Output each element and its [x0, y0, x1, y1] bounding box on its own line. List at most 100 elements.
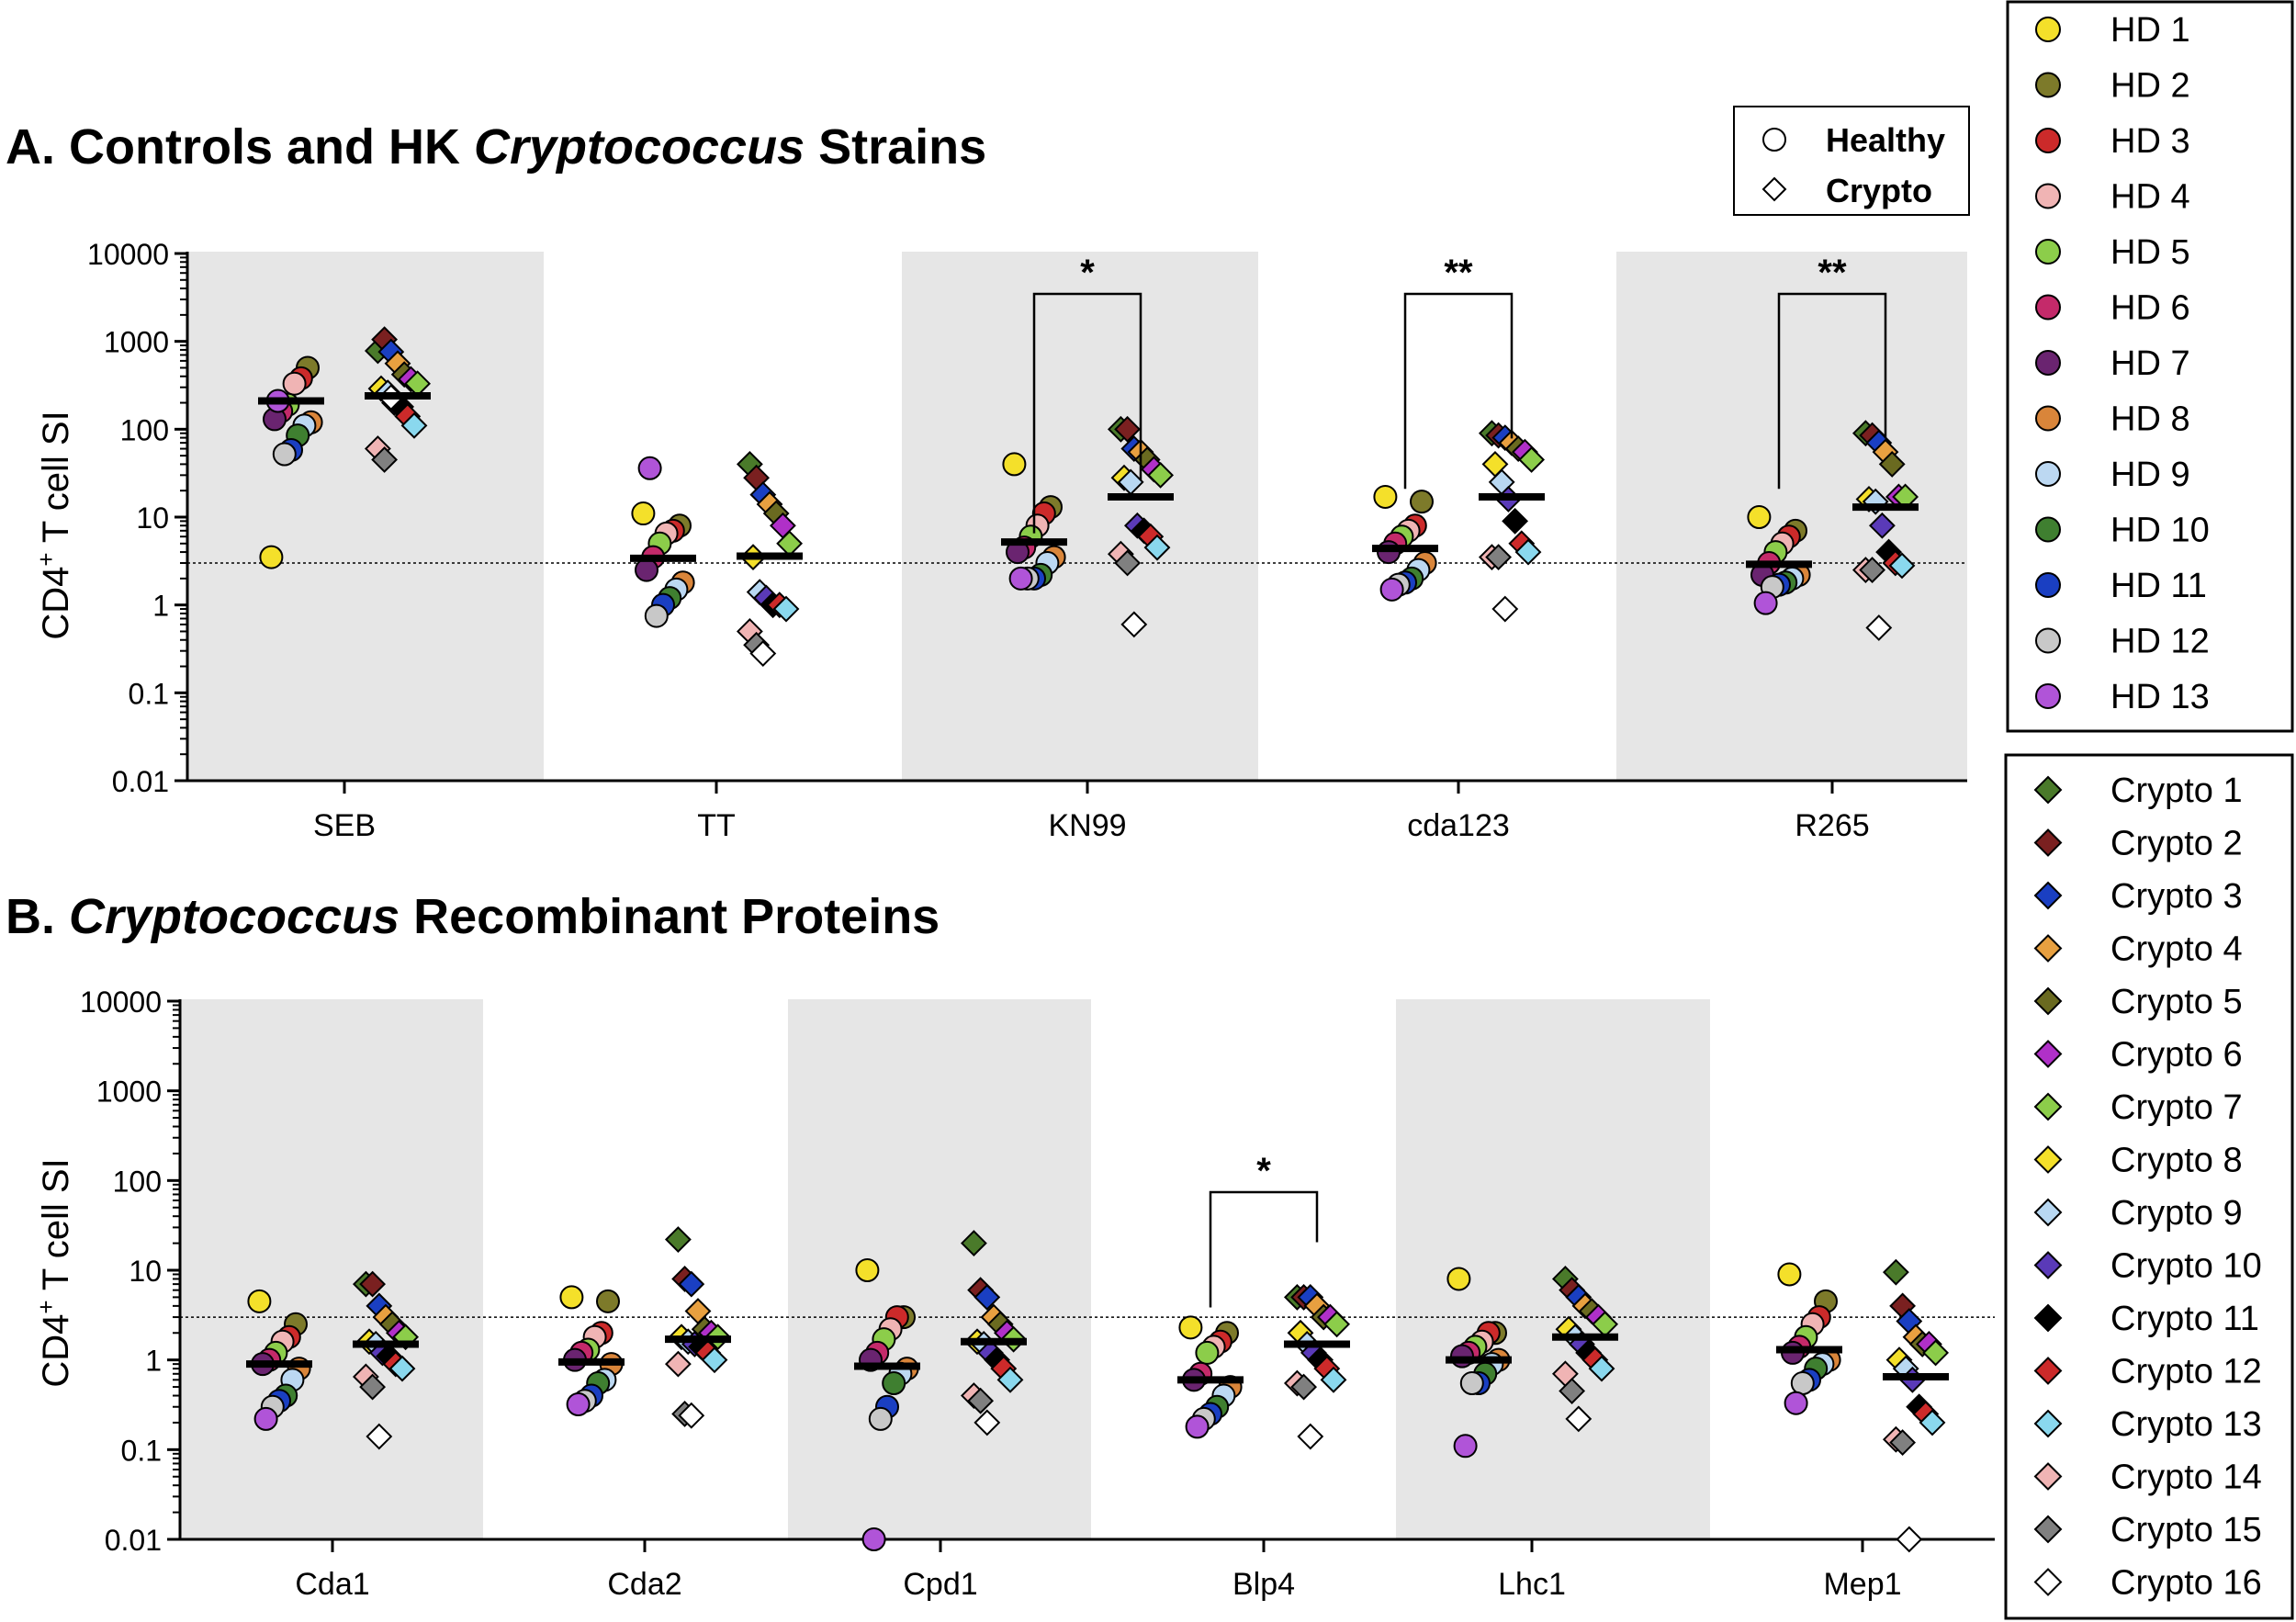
legend-hd-icon: [2035, 572, 2061, 598]
healthy-point: [1747, 505, 1772, 529]
healthy-point: [1459, 1371, 1484, 1396]
x-tick-label: R265: [1795, 808, 1869, 843]
legend-crypto-icon: [2033, 1198, 2063, 1227]
legend-crypto-icon: [2033, 881, 2063, 910]
legend-crypto-icon: [2033, 828, 2063, 857]
crypto-point: [996, 1366, 1024, 1393]
crypto-point: [1896, 1526, 1923, 1553]
legend-hd-icon: [2035, 183, 2061, 209]
legend-hd-label: HD 13: [2110, 678, 2210, 716]
healthy-point: [596, 1289, 620, 1313]
y-tick-label: 1: [145, 1345, 162, 1378]
crypto-point: [664, 1226, 692, 1253]
legend-hd-icon: [2035, 239, 2061, 265]
legend-crypto-label: Crypto 14: [2110, 1459, 2262, 1497]
crypto-point: [1114, 415, 1142, 443]
crypto-point: [678, 1402, 705, 1429]
healthy-point: [855, 1258, 880, 1282]
legend-crypto-icon: [2033, 1251, 2063, 1279]
healthy-donor-legend: HD 1 HD 2 HD 3 HD 4 HD 5 HD 6 HD 7 HD 8 HD 9 HD 1…: [2006, 0, 2294, 733]
legend-crypto-label: Crypto 6: [2110, 1036, 2243, 1075]
legend-crypto-label: Crypto 8: [2110, 1142, 2243, 1180]
healthy-point: [1002, 452, 1027, 477]
x-tick-label: Cda2: [607, 1567, 681, 1602]
crypto-point: [974, 1409, 1001, 1436]
healthy-point: [1453, 1434, 1478, 1459]
healthy-point: [247, 1289, 272, 1313]
shaded-band: [902, 252, 1258, 781]
healthy-point: [282, 371, 307, 396]
shaded-band: [788, 999, 1091, 1539]
panel-b-plot: 0.01 0.1 1 10 100 1000 10000 Cda1 Cda2 Cpd1 Blp4 Lh…: [80, 986, 1995, 1602]
legend-crypto-label: Crypto 11: [2110, 1300, 2259, 1338]
panel-b-y-axis-label: CD4+ T cell SI: [32, 1158, 76, 1387]
crypto-point: [1485, 544, 1513, 571]
legend-hd-icon: [2035, 72, 2061, 98]
legend-crypto-label: Crypto 4: [2110, 930, 2243, 969]
x-tick-label: Blp4: [1232, 1567, 1295, 1602]
crypto-point: [359, 1373, 387, 1401]
healthy-point: [635, 558, 658, 582]
y-tick-label: 100: [113, 1165, 162, 1198]
healthy-point: [1178, 1315, 1203, 1340]
healthy-point: [559, 1285, 584, 1310]
healthy-point: [644, 603, 669, 628]
crypto-point: [400, 411, 428, 439]
legend-hd-label: HD 12: [2110, 623, 2210, 661]
x-tick-label: Lhc1: [1498, 1567, 1566, 1602]
crypto-point: [1565, 1405, 1593, 1433]
crypto-point: [1143, 534, 1171, 561]
significance-bracket: [1777, 292, 1887, 490]
crypto-point: [1297, 1423, 1324, 1450]
legend-hd-label: HD 9: [2110, 456, 2190, 494]
crypto-label: Crypto: [1826, 172, 1932, 209]
crypto-point: [1323, 1311, 1351, 1338]
x-tick-label: Cda1: [295, 1567, 369, 1602]
crypto-point: [1862, 488, 1889, 515]
legend-hd-icon: [2035, 516, 2061, 543]
crypto-point: [1290, 1373, 1318, 1401]
crypto-donor-legend: Crypto 1 Crypto 2 Crypto 3 Crypto 4 Crypto 5…: [2004, 753, 2294, 1620]
crypto-point: [1114, 549, 1142, 577]
significance-label: **: [1444, 253, 1473, 293]
healthy-point: [1753, 591, 1778, 615]
healthy-point: [566, 1391, 591, 1416]
healthy-point: [253, 1406, 278, 1431]
crypto-point: [1491, 595, 1519, 623]
healthy-point: [637, 456, 662, 480]
crypto-point: [1882, 1258, 1909, 1286]
healthy-point: [259, 545, 284, 569]
crypto-point: [392, 1324, 420, 1351]
healthy-point: [861, 1527, 886, 1551]
shaded-band: [1396, 999, 1710, 1539]
significance-label: *: [1080, 253, 1095, 293]
crypto-point: [1868, 512, 1896, 539]
x-tick-label: cda123: [1407, 808, 1510, 843]
legend-crypto-icon: [2033, 1145, 2063, 1174]
panel-b: B. Cryptococcus Recombinant Proteins CD4…: [6, 889, 1995, 1602]
legend-hd-icon: [2035, 627, 2061, 654]
healthy-point: [868, 1406, 893, 1431]
healthy-label: Healthy: [1826, 121, 1945, 159]
healthy-point: [1784, 1391, 1808, 1415]
healthy-point: [1008, 566, 1033, 591]
crypto-point: [974, 1283, 1001, 1311]
legend-hd-label: HD 2: [2110, 67, 2190, 106]
crypto-point: [749, 640, 777, 667]
significance-bracket: [1403, 292, 1514, 490]
crypto-symbol-icon: [1761, 176, 1787, 202]
crypto-point: [1588, 1355, 1615, 1382]
legend-hd-label: HD 1: [2110, 11, 2190, 50]
shaded-band: [180, 999, 483, 1539]
significance-label: *: [1256, 1151, 1271, 1191]
legend-crypto-label: Crypto 13: [2110, 1405, 2262, 1444]
legend-crypto-icon: [2033, 1409, 2063, 1438]
x-tick-label: SEB: [313, 808, 376, 843]
legend-hd-label: HD 10: [2110, 512, 2210, 550]
legend-hd-label: HD 11: [2110, 567, 2207, 605]
y-tick-label: 1000: [96, 1076, 162, 1109]
crypto-point: [1919, 1409, 1946, 1436]
healthy-point: [1790, 1371, 1815, 1396]
legend-crypto-icon: [2033, 986, 2063, 1016]
